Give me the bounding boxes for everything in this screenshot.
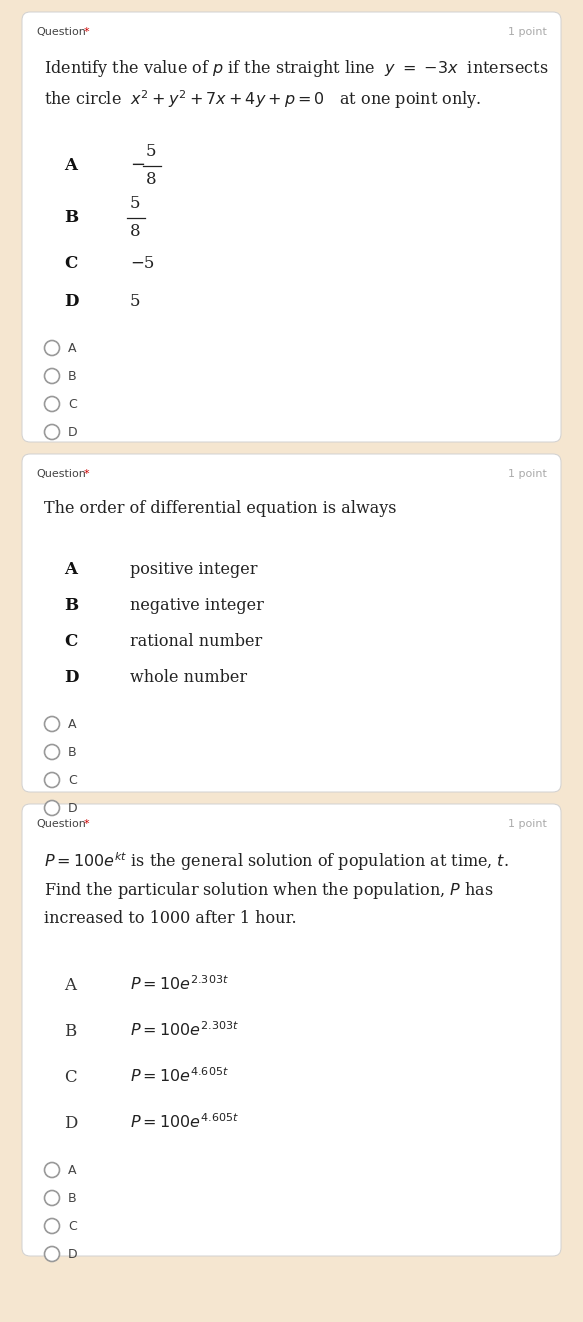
Text: C: C — [64, 255, 78, 271]
Text: $P=10e^{4.605t}$: $P=10e^{4.605t}$ — [130, 1068, 229, 1087]
Text: $P=100e^{kt}$ is the general solution of population at time, $t$.: $P=100e^{kt}$ is the general solution of… — [44, 850, 509, 873]
Text: B: B — [68, 370, 76, 382]
Text: *: * — [84, 469, 90, 479]
Text: 8: 8 — [146, 172, 157, 189]
Text: increased to 1000 after 1 hour.: increased to 1000 after 1 hour. — [44, 910, 297, 927]
Text: 1 point: 1 point — [508, 26, 547, 37]
Text: Find the particular solution when the population, $P$ has: Find the particular solution when the po… — [44, 880, 493, 902]
Circle shape — [44, 341, 59, 356]
Text: Question: Question — [36, 26, 86, 37]
Text: 1 point: 1 point — [508, 820, 547, 829]
Text: A: A — [68, 341, 76, 354]
Text: C: C — [64, 633, 78, 650]
Text: A: A — [68, 718, 76, 731]
Text: A: A — [64, 157, 77, 175]
Text: Question: Question — [36, 469, 86, 479]
Circle shape — [44, 717, 59, 731]
Text: *: * — [84, 820, 90, 829]
Text: B: B — [68, 746, 76, 759]
Text: 5: 5 — [130, 292, 141, 309]
Circle shape — [44, 744, 59, 760]
Text: B: B — [68, 1191, 76, 1204]
Text: the circle  $x^2+y^2+7x+4y+p=0$   at one point only.: the circle $x^2+y^2+7x+4y+p=0$ at one po… — [44, 89, 482, 111]
Text: A: A — [68, 1163, 76, 1177]
Text: 5: 5 — [146, 144, 156, 160]
Text: rational number: rational number — [130, 633, 262, 650]
Text: −5: −5 — [130, 255, 154, 271]
Text: D: D — [64, 669, 79, 686]
Text: *: * — [84, 26, 90, 37]
FancyBboxPatch shape — [22, 804, 561, 1256]
FancyBboxPatch shape — [22, 12, 561, 442]
Text: The order of differential equation is always: The order of differential equation is al… — [44, 500, 396, 517]
Text: Question: Question — [36, 820, 86, 829]
Text: whole number: whole number — [130, 669, 247, 686]
Text: D: D — [64, 1114, 78, 1132]
Text: Identify the value of $p$ if the straight line  $y\ {=}\ {-3x}$  intersects: Identify the value of $p$ if the straigh… — [44, 58, 549, 79]
Text: B: B — [64, 598, 78, 615]
Text: D: D — [68, 801, 78, 814]
Circle shape — [44, 1247, 59, 1261]
Text: A: A — [64, 977, 76, 994]
Circle shape — [44, 801, 59, 816]
Text: D: D — [68, 1248, 78, 1260]
Text: −: − — [130, 156, 145, 175]
Circle shape — [44, 424, 59, 439]
Circle shape — [44, 397, 59, 411]
Text: $P=100e^{2.303t}$: $P=100e^{2.303t}$ — [130, 1022, 239, 1040]
Circle shape — [44, 1191, 59, 1206]
Text: $P=100e^{4.605t}$: $P=100e^{4.605t}$ — [130, 1113, 239, 1133]
Text: B: B — [64, 1022, 76, 1039]
Text: C: C — [64, 1068, 76, 1085]
Text: D: D — [64, 292, 79, 309]
Circle shape — [44, 369, 59, 383]
Circle shape — [44, 772, 59, 788]
Text: D: D — [68, 426, 78, 439]
Text: 1 point: 1 point — [508, 469, 547, 479]
Text: $P=10e^{2.303t}$: $P=10e^{2.303t}$ — [130, 976, 229, 994]
Text: negative integer: negative integer — [130, 598, 264, 615]
Text: C: C — [68, 398, 77, 411]
Circle shape — [44, 1162, 59, 1178]
Text: 8: 8 — [130, 223, 141, 241]
FancyBboxPatch shape — [22, 453, 561, 792]
Text: positive integer: positive integer — [130, 562, 258, 579]
Circle shape — [44, 1219, 59, 1233]
Text: A: A — [64, 562, 77, 579]
Text: B: B — [64, 209, 78, 226]
Text: 5: 5 — [130, 196, 141, 213]
Text: C: C — [68, 1219, 77, 1232]
Text: C: C — [68, 773, 77, 787]
